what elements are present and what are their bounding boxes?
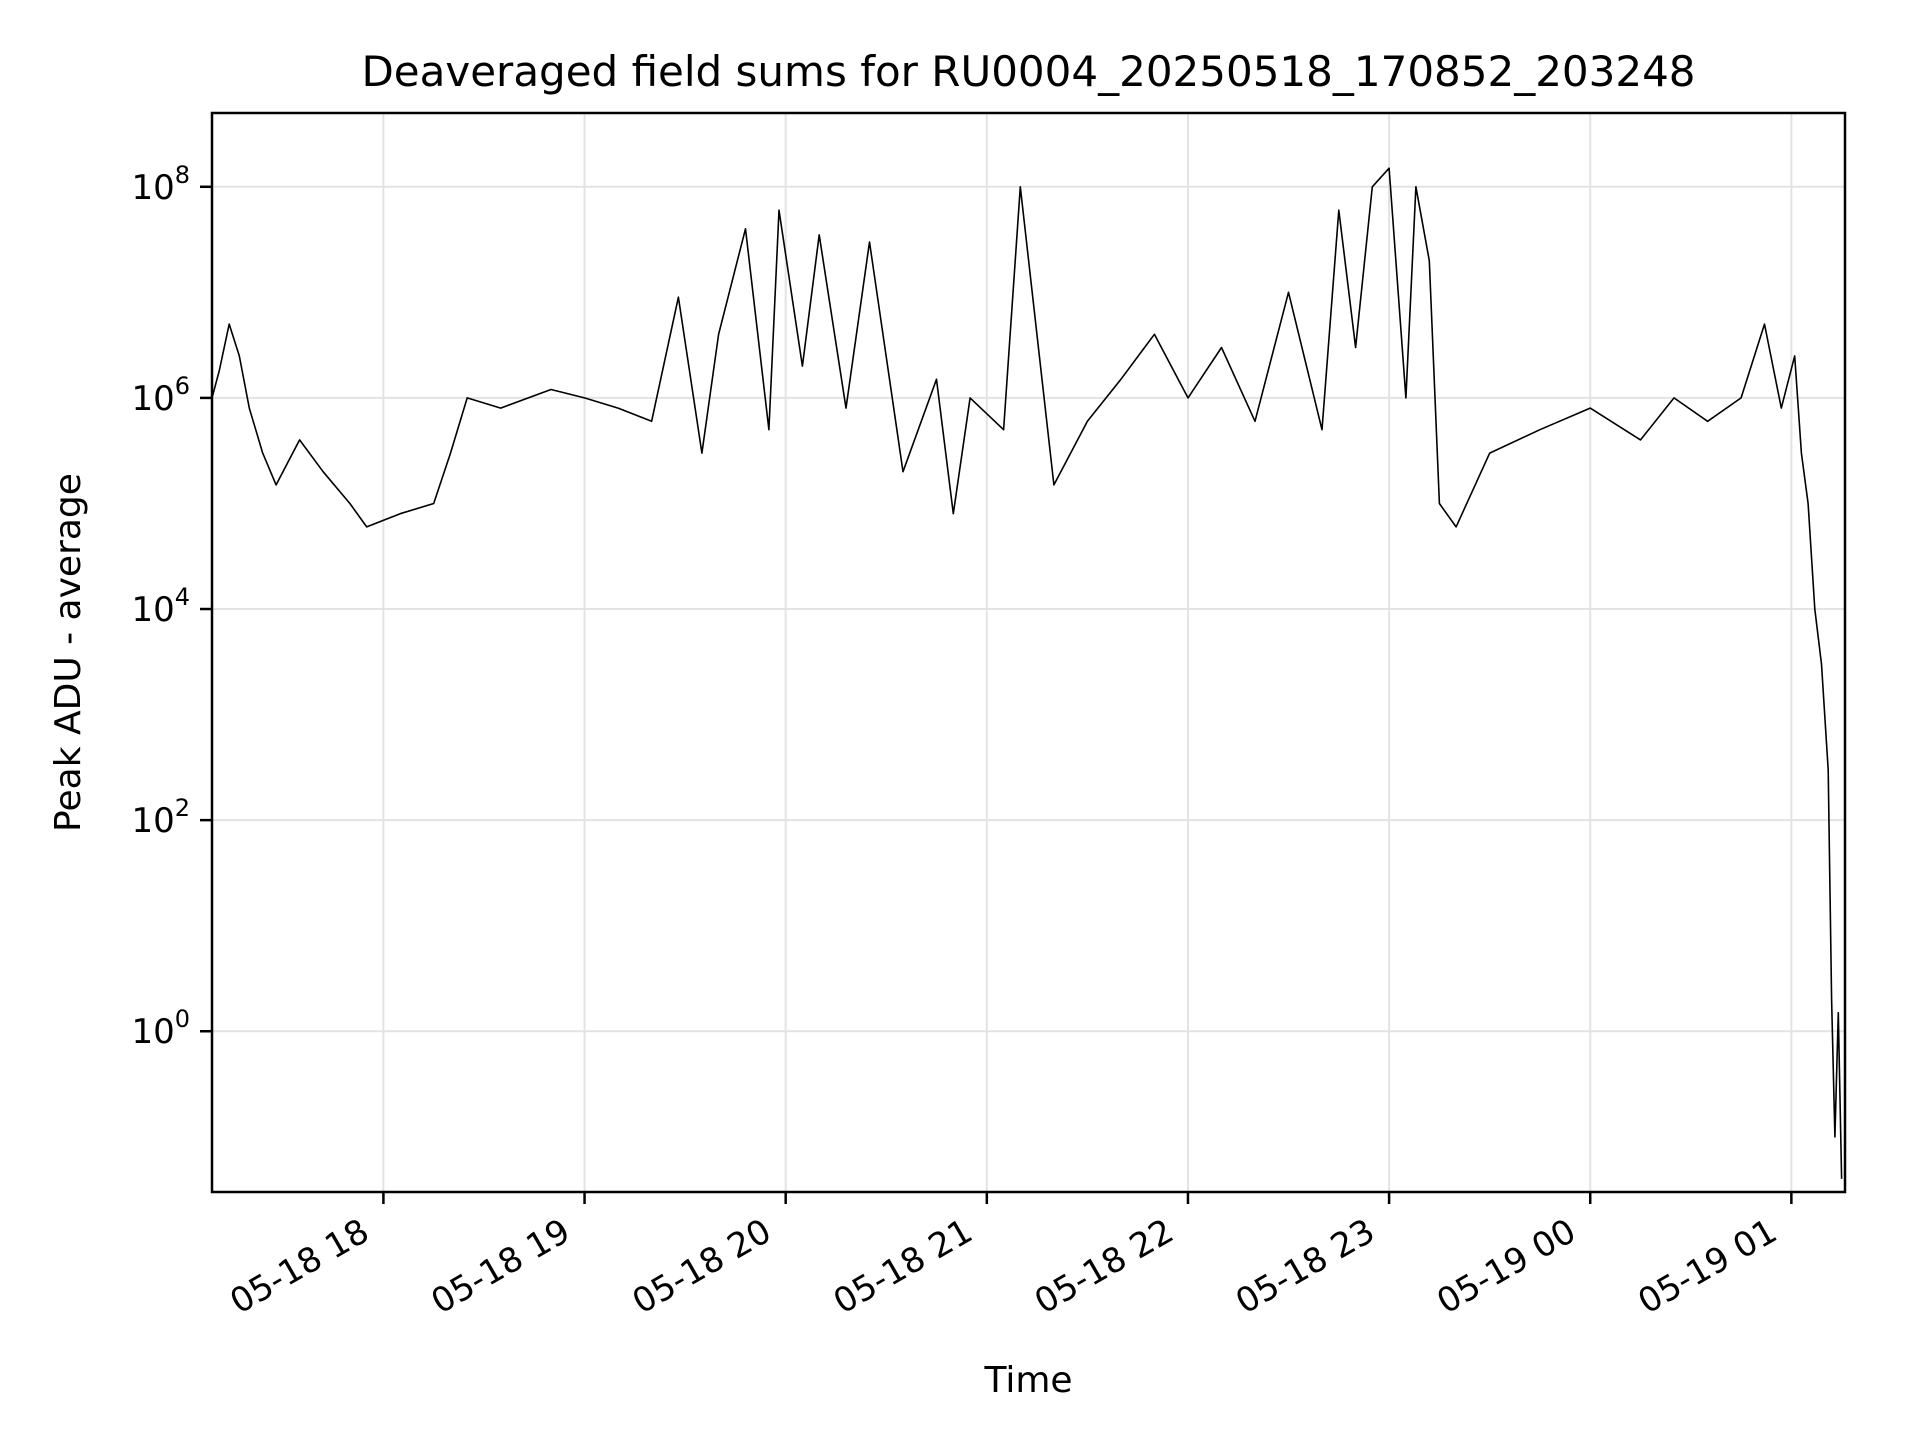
series-group (211, 167, 1843, 1179)
y-tick-label: 106 (131, 372, 190, 419)
axes-frame (210, 111, 1847, 1194)
y-tick-label: 100 (131, 1005, 190, 1052)
y-tick-label: 102 (131, 794, 190, 841)
grid (212, 113, 1845, 1192)
chart-title: Deaveraged field sums for RU0004_2025051… (361, 47, 1695, 96)
x-axis-label: Time (983, 1360, 1072, 1401)
y-tick-label: 104 (131, 583, 190, 630)
series-line (211, 167, 1843, 1179)
y-tick-label: 108 (131, 161, 190, 208)
y-axis-label: Peak ADU - average (48, 473, 89, 832)
